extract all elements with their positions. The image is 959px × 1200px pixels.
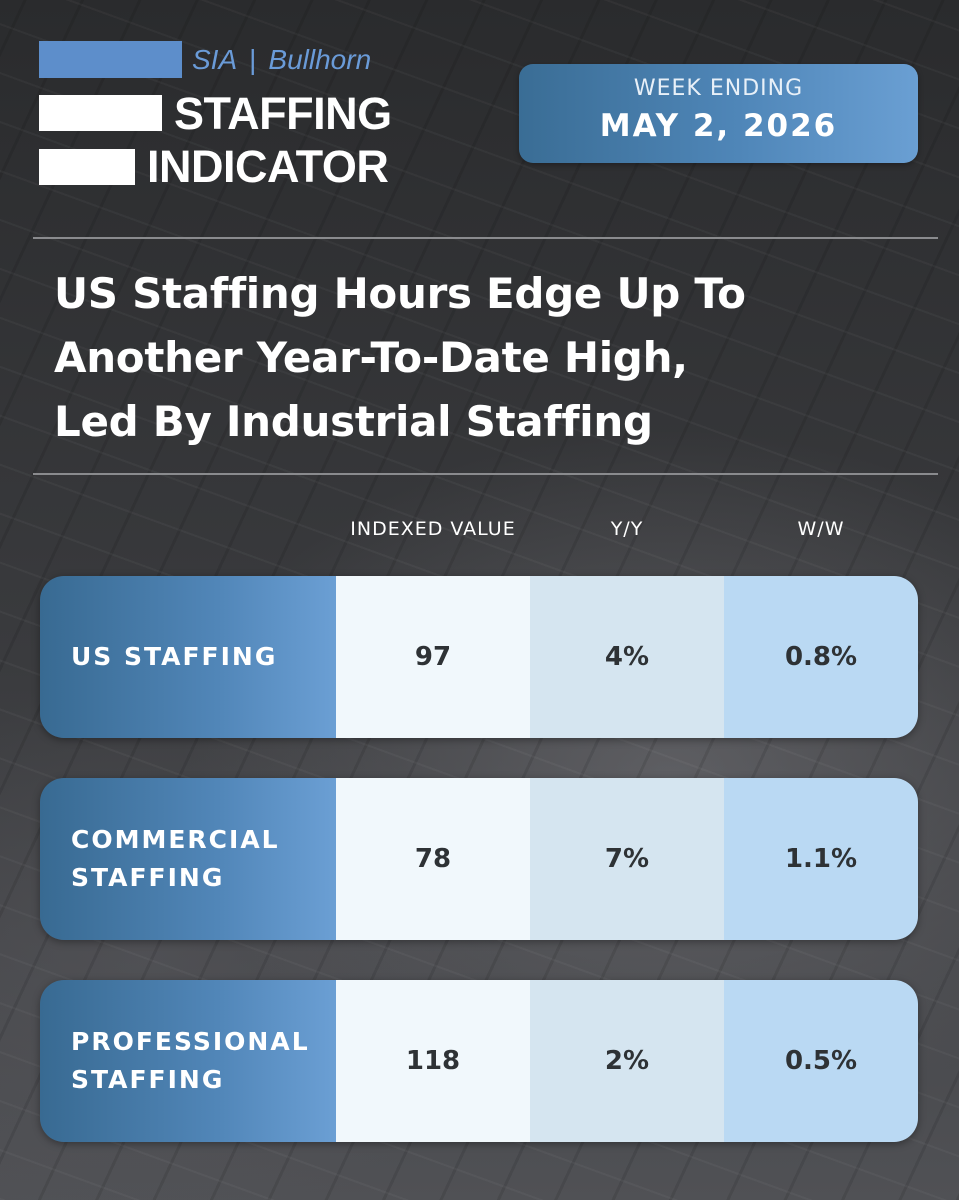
headline-line-3: Led By Industrial Staffing xyxy=(54,397,653,446)
week-ending-badge: WEEK ENDING MAY 2, 2026 xyxy=(519,64,918,163)
headline-line-1: US Staffing Hours Edge Up To xyxy=(54,269,746,318)
divider-top xyxy=(33,237,938,239)
logo-bullhorn: Bullhorn xyxy=(268,44,372,75)
ww-cell: 0.5% xyxy=(724,980,918,1142)
row-label: PROFESSIONAL STAFFING xyxy=(40,980,336,1142)
headline-line-2: Another Year-To-Date High, xyxy=(54,333,688,382)
week-ending-label: WEEK ENDING xyxy=(633,76,804,101)
logo: SIA | Bullhorn STAFFING INDICATOR xyxy=(39,41,399,191)
column-header-ww: W/W xyxy=(797,518,845,540)
divider-bottom xyxy=(33,473,938,475)
column-header-yy: Y/Y xyxy=(610,518,644,540)
indexed-value-cell: 78 xyxy=(336,778,530,940)
column-header-indexed-value: INDEXED VALUE xyxy=(350,518,516,540)
yy-cell: 2% xyxy=(530,980,724,1142)
logo-bar-blue xyxy=(39,41,182,78)
row-label: US STAFFING xyxy=(40,576,336,738)
logo-separator: | xyxy=(249,44,257,75)
logo-sia: SIA xyxy=(192,44,238,75)
indexed-value-cell: 118 xyxy=(336,980,530,1142)
indexed-value-cell: 97 xyxy=(336,576,530,738)
table-row: COMMERCIAL STAFFING 78 7% 1.1% xyxy=(40,778,918,940)
yy-cell: 7% xyxy=(530,778,724,940)
logo-word-staffing: STAFFING xyxy=(174,88,392,139)
row-label: COMMERCIAL STAFFING xyxy=(40,778,336,940)
headline: US Staffing Hours Edge Up To Another Yea… xyxy=(54,262,914,454)
ww-cell: 1.1% xyxy=(724,778,918,940)
logo-word-indicator: INDICATOR xyxy=(147,141,389,192)
row-label-text: PROFESSIONAL STAFFING xyxy=(71,1027,310,1094)
row-label-text: US STAFFING xyxy=(71,642,278,671)
logo-brand: SIA | Bullhorn xyxy=(192,41,371,79)
table-row: US STAFFING 97 4% 0.8% xyxy=(40,576,918,738)
week-ending-date: MAY 2, 2026 xyxy=(599,108,838,144)
ww-cell: 0.8% xyxy=(724,576,918,738)
yy-cell: 4% xyxy=(530,576,724,738)
logo-bar-white-1 xyxy=(39,95,162,131)
row-label-text: COMMERCIAL STAFFING xyxy=(71,825,280,892)
logo-bar-white-2 xyxy=(39,149,135,185)
table-row: PROFESSIONAL STAFFING 118 2% 0.5% xyxy=(40,980,918,1142)
